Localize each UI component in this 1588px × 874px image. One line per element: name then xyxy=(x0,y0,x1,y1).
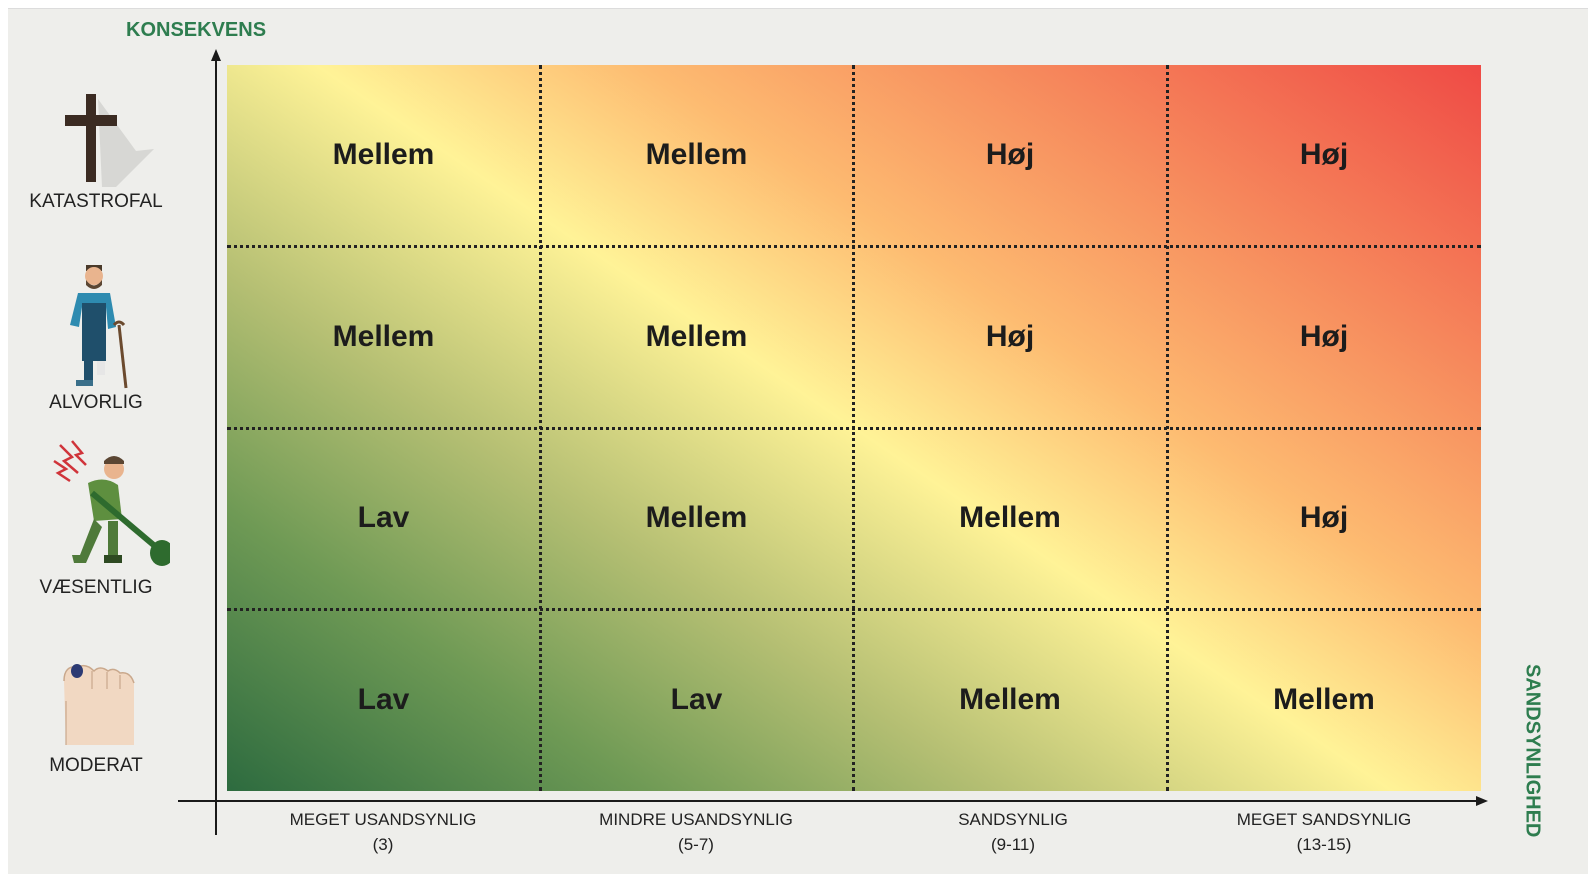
y-axis-title: KONSEKVENS xyxy=(126,19,267,41)
matrix-cell: Mellem xyxy=(1273,683,1375,716)
y-axis-arrowhead xyxy=(211,49,221,61)
matrix-cell: Mellem xyxy=(645,501,748,534)
column-label-text: MINDRE USANDSYNLIG xyxy=(599,810,793,829)
matrix-cell: Mellem xyxy=(959,683,1061,716)
axes xyxy=(178,49,1488,835)
row-divider xyxy=(227,245,1481,248)
matrix-cell: Mellem xyxy=(332,319,435,353)
matrix-cell: Høj xyxy=(1299,319,1349,353)
grave-cross-icon xyxy=(65,94,154,187)
risk-matrix-figure: KONSEKVENS SANDSYNLIGHED Mellem Mellem H… xyxy=(8,8,1588,874)
matrix-cell: Mellem xyxy=(332,138,435,171)
row-label-vaesentlig: VÆSENTLIG xyxy=(39,577,153,598)
column-label-range: (3) xyxy=(372,835,394,854)
x-axis-arrowhead xyxy=(1476,796,1488,806)
column-label-meget-usandsynlig: MEGET USANDSYNLIG (3) xyxy=(233,807,533,857)
worker-back-pain-icon xyxy=(53,440,170,566)
row-divider xyxy=(227,427,1481,430)
matrix-cell: Mellem xyxy=(959,501,1061,534)
column-label-text: MEGET USANDSYNLIG xyxy=(289,810,477,829)
column-label-text: MEGET SANDSYNLIG xyxy=(1236,810,1412,829)
column-label-range: (9-11) xyxy=(990,835,1036,854)
column-label-text: SANDSYNLIG xyxy=(958,810,1068,829)
bruised-toe-icon xyxy=(63,664,135,745)
column-label-sandsynlig: SANDSYNLIG (9-11) xyxy=(863,807,1163,857)
x-axis-title: SANDSYNLIGHED xyxy=(1521,664,1544,838)
risk-matrix: Mellem Mellem Høj Høj Mellem Mellem Høj … xyxy=(227,65,1481,791)
matrix-cell: Mellem xyxy=(645,138,748,171)
row-label-moderat: MODERAT xyxy=(49,755,143,776)
row-label-alvorlig: ALVORLIG xyxy=(49,392,143,413)
matrix-cell: Lav xyxy=(670,683,723,716)
column-label-mindre-usandsynlig: MINDRE USANDSYNLIG (5-7) xyxy=(546,807,846,857)
column-label-range: (13-15) xyxy=(1296,835,1352,854)
row-label-katastrofal: KATASTROFAL xyxy=(29,191,163,212)
matrix-cell: Mellem xyxy=(645,319,748,353)
column-label-meget-sandsynlig: MEGET SANDSYNLIG (13-15) xyxy=(1174,807,1474,857)
matrix-cell: Høj xyxy=(985,138,1035,171)
matrix-cell: Lav xyxy=(357,683,410,716)
matrix-cell: Lav xyxy=(357,501,410,534)
row-divider xyxy=(227,608,1481,611)
matrix-cell: Høj xyxy=(1299,501,1349,534)
matrix-cell: Høj xyxy=(985,319,1035,353)
column-label-range: (5-7) xyxy=(678,835,714,854)
injured-worker-cane-icon xyxy=(70,265,128,389)
matrix-cell: Høj xyxy=(1299,138,1349,171)
